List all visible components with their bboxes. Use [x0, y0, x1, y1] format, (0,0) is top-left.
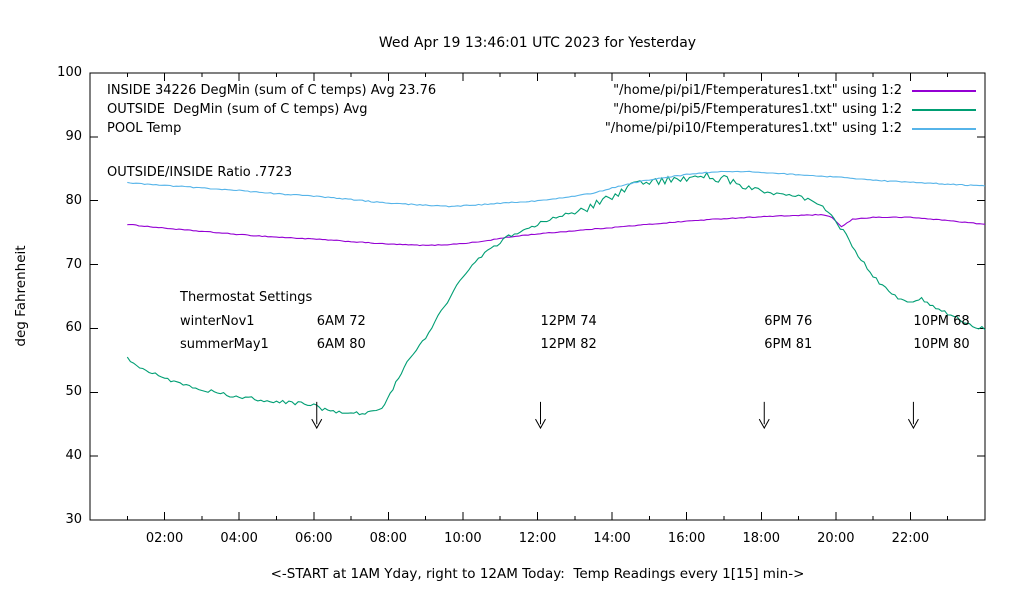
- threshold-arrow-head: [907, 418, 919, 430]
- y-tick-label: 100: [57, 65, 82, 80]
- outside-inside-ratio-annotation: OUTSIDE/INSIDE Ratio .7723: [107, 165, 293, 180]
- y-axis-label: deg Fahrenheit: [13, 245, 29, 347]
- x-tick-label: 04:00: [220, 531, 258, 546]
- thermostat-setting: 6PM 76: [764, 314, 813, 329]
- threshold-arrow-head: [535, 418, 546, 430]
- y-tick-label: 70: [65, 256, 82, 272]
- x-axis-label: <-START at 1AM Yday, right to 12AM Today…: [270, 566, 805, 582]
- x-tick-label: 20:00: [817, 531, 855, 546]
- x-tick-label: 08:00: [369, 531, 408, 546]
- thermostat-setting: 12PM 82: [540, 337, 597, 352]
- threshold-arrow-head: [311, 418, 323, 430]
- threshold-arrow-head: [758, 418, 770, 430]
- legend-file-outside: "/home/pi/pi5/Ftemperatures1.txt" using …: [613, 102, 902, 117]
- legend-label-pool: POOL Temp: [107, 121, 182, 136]
- thermostat-setting: 10PM 68: [913, 314, 970, 329]
- y-tick-label: 50: [65, 384, 82, 400]
- series-line-pool: [127, 170, 986, 208]
- series-line-inside: [127, 213, 986, 247]
- thermostat-row-label: summerMay1: [180, 337, 269, 352]
- x-tick-label: 02:00: [145, 531, 184, 546]
- thermostat-settings-heading: Thermostat Settings: [180, 290, 313, 305]
- legend-file-pool: "/home/pi/pi10/Ftemperatures1.txt" using…: [604, 121, 902, 136]
- legend-label-outside: OUTSIDE DegMin (sum of C temps) Avg: [107, 102, 368, 117]
- y-tick-label: 40: [65, 448, 82, 464]
- legend-swatch-outside: [912, 109, 976, 111]
- x-tick-label: 16:00: [667, 531, 706, 546]
- x-tick-label: 14:00: [593, 531, 631, 546]
- legend-file-inside: "/home/pi/pi1/Ftemperatures1.txt" using …: [613, 83, 902, 98]
- legend-swatch-inside: [912, 90, 976, 92]
- x-tick-label: 10:00: [444, 531, 482, 546]
- y-tick-label: 90: [65, 128, 82, 144]
- thermostat-row-label: winterNov1: [180, 314, 255, 329]
- y-tick-label: 80: [65, 192, 82, 208]
- x-tick-label: 06:00: [295, 531, 333, 546]
- y-tick-label: 60: [65, 320, 82, 336]
- chart-title: Wed Apr 19 13:46:01 UTC 2023 for Yesterd…: [378, 35, 697, 51]
- thermostat-setting: 6PM 81: [764, 337, 813, 352]
- x-tick-label: 18:00: [742, 531, 780, 546]
- x-tick-label: 22:00: [891, 531, 930, 546]
- thermostat-setting: 10PM 80: [913, 337, 970, 352]
- series-line-outside: [126, 171, 986, 416]
- legend-label-inside: INSIDE 34226 DegMin (sum of C temps) Avg…: [107, 83, 437, 98]
- thermostat-setting: 12PM 74: [540, 314, 597, 329]
- y-tick-label: 30: [65, 512, 82, 527]
- thermostat-setting: 6AM 72: [316, 314, 366, 329]
- legend-swatch-pool: [912, 128, 976, 130]
- x-tick-label: 12:00: [518, 531, 557, 546]
- thermostat-setting: 6AM 80: [316, 337, 366, 352]
